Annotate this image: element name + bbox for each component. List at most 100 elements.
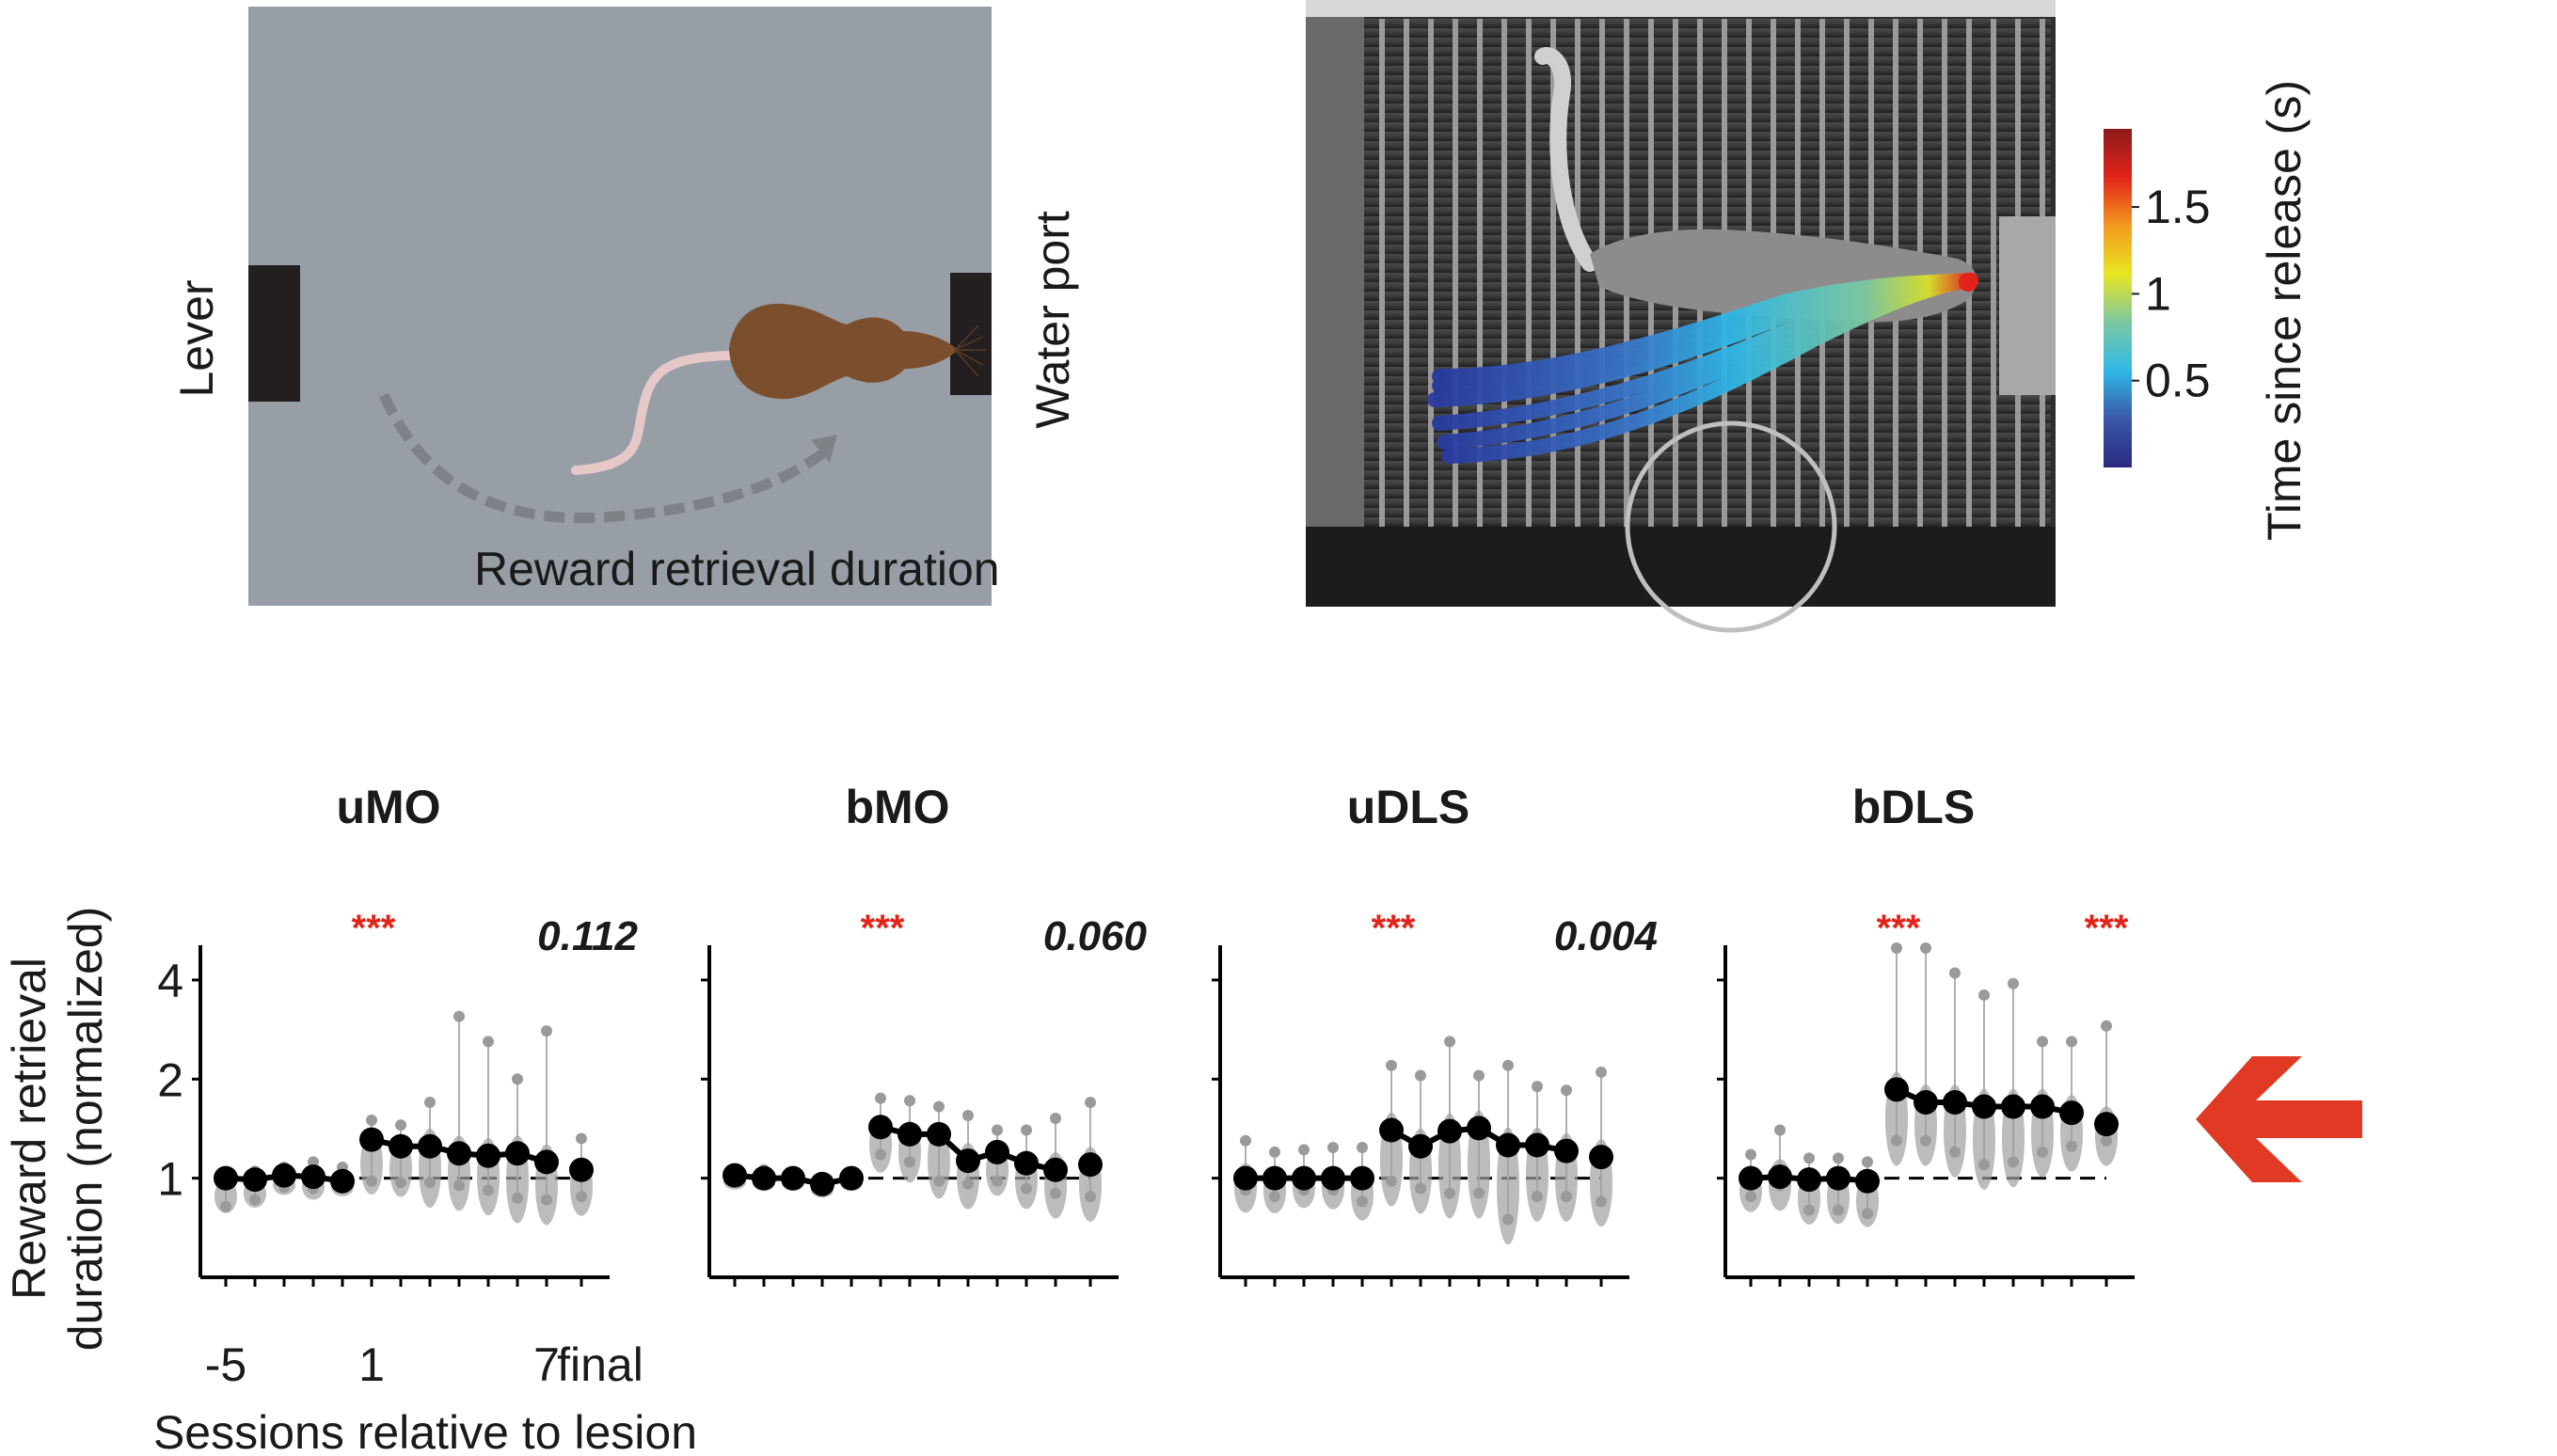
retrieval-duration-label: Reward retrieval duration [474,543,1000,595]
x-tick-label: -5 [205,1338,246,1391]
mean-point [330,1168,355,1194]
individual-point [1532,1081,1543,1093]
mean-point [723,1163,747,1188]
individual-point [933,1175,945,1187]
final-significance-label: 0.112 [537,913,638,959]
early-significance-label: *** [1372,908,1416,949]
mean-point [272,1163,296,1188]
colorbar-label: Time since release (s) [2258,80,2311,541]
colorbar-ticks: 0.5 1 1.5 [2132,181,2211,407]
individual-point [1862,1156,1873,1168]
individual-point [2037,1036,2048,1048]
individual-point [1774,1124,1786,1136]
rat-body-icon [729,303,958,400]
individual-point [1803,1204,1815,1216]
individual-point [2101,1134,2112,1147]
early-significance-label: *** [861,908,905,949]
individual-point [2066,1140,2077,1152]
individual-point [453,1010,465,1022]
individual-point [904,1156,915,1168]
tracking-photo-panel: 0.5 1 1.5 Time since release (s) [1306,0,2311,633]
arena-background [248,7,992,606]
mean-point [868,1115,893,1140]
final-significance-label: *** [2085,908,2129,949]
individual-point [1891,1134,1902,1147]
individual-point [453,1179,465,1192]
individual-point [512,1192,523,1204]
individual-point [1444,1187,1455,1199]
individual-point [483,1184,494,1196]
mean-point [1554,1138,1579,1163]
individual-point [424,1177,436,1189]
mean-point [534,1149,559,1175]
mean-point [418,1133,442,1159]
path-arrowhead-icon [811,435,837,463]
mean-point [1350,1165,1374,1191]
individual-point [1386,1175,1397,1187]
mean-point [1739,1165,1763,1191]
colorbar-tick-label: 1 [2145,267,2171,320]
nose-trajectories [1427,273,1978,464]
individual-point [1298,1144,1310,1156]
mean-point [1078,1152,1103,1178]
individual-point [1050,1187,1061,1199]
individual-point [992,1175,1003,1187]
individual-point [424,1096,436,1108]
schematic-panel: Lever Water port Reward retrieval durati… [170,7,1079,606]
mean-point [1014,1150,1039,1176]
mean-point [752,1165,776,1191]
individual-point [2008,1156,2019,1168]
cage-ceiling [1306,0,2056,17]
mean-point [1525,1132,1549,1158]
mean-point [1972,1094,1996,1119]
individual-point [1444,1036,1455,1048]
individual-point [1502,1213,1514,1226]
mean-point [985,1139,1009,1164]
individual-point [395,1119,406,1132]
individual-point [1920,1134,1931,1147]
mean-point [1855,1168,1880,1194]
x-tick-label: 1 [358,1338,385,1391]
x-tick-label: 7 [533,1338,560,1391]
data-distribution [1497,1127,1519,1245]
individual-point [483,1036,494,1048]
individual-point [1357,1141,1368,1153]
x-tick-label: final [557,1338,643,1391]
early-significance-label: *** [352,908,396,949]
mean-point [389,1133,413,1159]
individual-point [249,1194,261,1206]
lever-label: Lever [170,279,223,397]
mean-point [243,1167,267,1193]
individual-point [1949,1146,1961,1158]
individual-point [1833,1204,1844,1216]
individual-point [1357,1195,1368,1208]
mean-point [1292,1165,1316,1191]
individual-point [1269,1191,1280,1203]
mean-point [1943,1089,1967,1115]
lever [248,265,300,402]
individual-point [1891,942,1902,955]
mean-point [897,1121,922,1147]
individual-point [933,1100,945,1113]
release-point-marker [1959,273,1977,292]
individual-point [576,1132,587,1145]
whiskers-icon [954,324,986,377]
individual-point [1745,1191,1756,1203]
panel-title: uMO [336,781,440,833]
mean-point [1467,1116,1491,1141]
individual-point [220,1200,231,1212]
individual-point [2037,1146,2048,1158]
individual-point [1532,1191,1543,1203]
mean-point [781,1165,805,1191]
individual-point [1561,1084,1572,1097]
individual-point [2008,977,2019,989]
mean-point [301,1164,326,1190]
mean-point [505,1141,530,1166]
individual-point [1803,1152,1815,1164]
individual-point [962,1178,974,1190]
mean-point [1043,1157,1068,1182]
individual-point [1596,1195,1607,1208]
individual-point [576,1191,587,1203]
